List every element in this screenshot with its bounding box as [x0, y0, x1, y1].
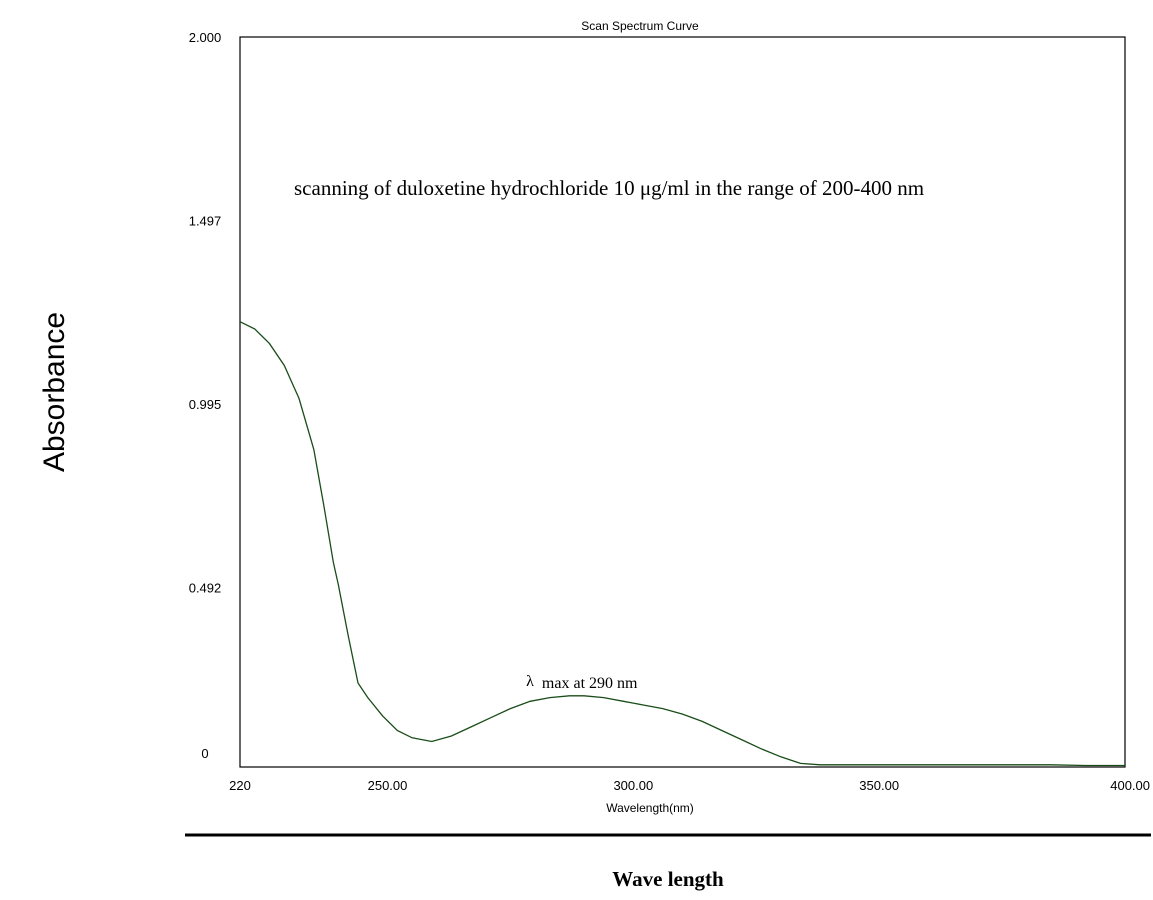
y-tick-label: 2.000 — [189, 30, 222, 45]
outer-x-axis-label: Wave length — [612, 867, 724, 891]
peak-label: λ max at 290 nm — [526, 673, 638, 692]
plot-area-frame — [239, 36, 1126, 768]
svg-text:Absorbance: Absorbance — [38, 312, 71, 472]
y-axis-label: Absorbance — [38, 312, 71, 472]
peak-label-text: max at 290 nm — [542, 675, 638, 692]
x-tick-label: 400.00 — [1110, 778, 1150, 793]
y-tick-labels: 0 0.492 0.995 1.497 2.000 — [189, 30, 222, 761]
chart-title: Scan Spectrum Curve — [581, 19, 699, 33]
x-tick-label: 350.00 — [859, 778, 899, 793]
y-tick-label: 0.995 — [189, 397, 222, 412]
chart-annotation: scanning of duloxetine hydrochloride 10 … — [294, 176, 924, 200]
y-tick-label: 0.492 — [189, 580, 222, 595]
lambda-symbol: λ — [526, 673, 534, 690]
x-tick-label: 300.00 — [613, 778, 653, 793]
y-tick-label: 0 — [201, 746, 208, 761]
x-tick-label: 220 — [229, 778, 251, 793]
x-tick-label: 250.00 — [368, 778, 408, 793]
x-tick-labels: 220 250.00 300.00 350.00 400.00 — [229, 778, 1150, 793]
series-line — [239, 321, 1125, 767]
x-axis-label: Wavelength(nm) — [606, 801, 694, 815]
y-tick-label: 1.497 — [189, 214, 222, 229]
